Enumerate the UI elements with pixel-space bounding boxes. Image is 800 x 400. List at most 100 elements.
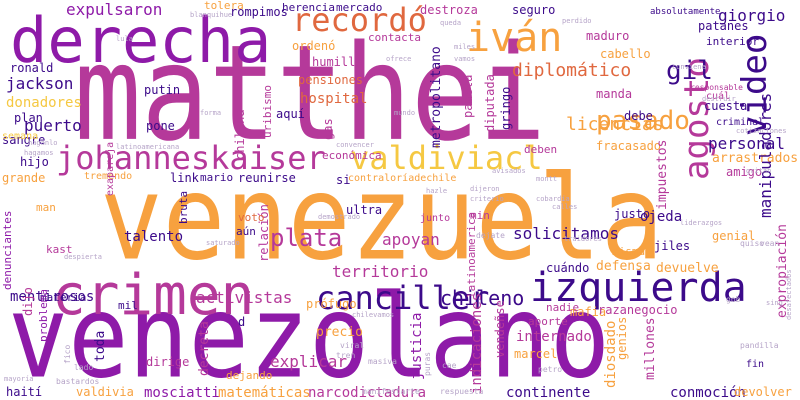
word-continente: continente: [506, 385, 591, 400]
word-patanes: patanes: [698, 19, 749, 33]
word-problema: problema: [37, 289, 50, 342]
word-bastardos: bastardos: [56, 377, 100, 386]
word-donadores: donadores: [6, 95, 82, 111]
word-conviene: conviene: [672, 63, 706, 71]
word-criminal: criminal: [716, 117, 765, 128]
word-calles: calles: [552, 203, 578, 211]
word-liderazgos: liderazgos: [680, 219, 723, 227]
word-viral: viral: [340, 341, 365, 350]
word-grande: grande: [2, 171, 46, 185]
word-dirige: dirige: [146, 355, 190, 369]
word-marcel: marcel: [514, 347, 558, 361]
word-licencias: licencias: [566, 114, 664, 135]
word-forma: forma: [200, 109, 222, 117]
word-queda: queda: [440, 19, 462, 27]
word-puerto: puerto: [24, 116, 82, 135]
word-expulsaron: expulsaron: [66, 0, 163, 19]
word-profugo: prófugo: [306, 297, 357, 311]
word-matthei: matthei: [74, 17, 547, 171]
word-perdido: perdido: [562, 17, 592, 25]
word-venezuela: venezuela: [100, 149, 664, 287]
word-dijeron: dijeron: [470, 185, 500, 193]
word-debe: debe: [624, 109, 653, 123]
word-saturado: saturado: [206, 239, 240, 247]
word-crimen: crimen: [52, 263, 255, 328]
word-gritan: gritan: [746, 167, 772, 175]
word-izquierda: izquierda: [530, 265, 747, 311]
word-ojeda: ojeda: [640, 209, 683, 225]
word-mayoria: mayoría: [4, 375, 34, 383]
word-dejando: dejando: [226, 369, 273, 382]
word-derecha: derecha: [10, 4, 272, 77]
word-haganlo: haganlo: [28, 139, 58, 147]
word-lula: lula: [116, 35, 133, 43]
word-traidores: traidores: [564, 235, 602, 243]
word-internado: internado: [516, 329, 592, 345]
word-diplomatico: diplomático: [512, 60, 632, 81]
word-cuesta: cuesta: [704, 99, 748, 113]
word-latinoamericana: latinoamericana: [116, 143, 180, 151]
word-pamela: pamela: [461, 74, 475, 118]
word-cuando: cuándo: [546, 261, 590, 275]
word-fracasado: fracasado: [596, 139, 662, 153]
word-pasado: pasado: [596, 106, 690, 136]
word-gringo: gringo: [499, 86, 513, 130]
word-avisados: avisados: [492, 167, 526, 175]
word-desafectados: desafectados: [785, 269, 793, 320]
word-chilevamos: chilevamos: [352, 311, 395, 319]
word-jiles: jiles: [654, 239, 691, 253]
word-seguro: seguro: [512, 3, 556, 17]
word-plan: plan: [14, 111, 43, 125]
word-tremendo: tremendo: [84, 171, 133, 182]
word-vean: vean: [760, 239, 780, 248]
word-millones: millones: [643, 317, 658, 380]
word-impuestos: impuestos: [655, 139, 670, 210]
word-mario: mario: [200, 171, 234, 184]
word-mafia: mafia: [570, 305, 607, 319]
word-tolera: tolera: [204, 0, 244, 12]
word-reunirse: reunirse: [238, 171, 296, 185]
word-despierta: despierta: [64, 253, 102, 261]
word-diputada: diputada: [483, 74, 497, 132]
word-personal: personal: [708, 134, 786, 153]
word-conmocion: conmoción: [670, 385, 746, 400]
word-haiti: haití: [6, 385, 43, 399]
word-min: min: [470, 209, 490, 222]
word-ivan: iván: [466, 15, 563, 61]
word-territorio: territorio: [332, 262, 429, 281]
word-ultra: ultra: [346, 203, 383, 217]
word-activistas: activistas: [196, 288, 293, 307]
word-rompimos: rompimos: [230, 5, 288, 19]
word-precio: precio: [316, 325, 363, 340]
word-amigo: amigo: [726, 165, 763, 179]
word-explicar: explicar: [270, 352, 348, 371]
word-link: link: [170, 171, 199, 185]
word-absolutamente: absolutamente: [650, 7, 721, 17]
word-petro: petro: [538, 365, 563, 374]
word-pensiones: pensiones: [298, 73, 364, 87]
word-defensa: defensa: [596, 259, 651, 274]
word-dijo: dijo: [21, 287, 35, 316]
word-putin: putin: [144, 83, 181, 97]
word-genios: genios: [615, 316, 629, 360]
word-interior: interior: [706, 35, 759, 48]
word-razanegocio: razanegocio: [598, 303, 678, 317]
word-aporte: aporte: [528, 315, 568, 328]
word-toda: toda: [93, 330, 108, 362]
word-destruir: destruir: [702, 95, 736, 103]
word-humilla: humilla: [312, 55, 363, 69]
word-si: si: [336, 173, 351, 187]
word-justo: justo: [614, 207, 651, 221]
word-manda: manda: [596, 87, 633, 101]
word-genial: genial: [712, 229, 756, 243]
word-matematicas: matemáticas: [218, 385, 311, 400]
word-respuesta: respuesta: [440, 387, 484, 396]
word-hazle: hazle: [426, 187, 448, 195]
word-puras: puras: [423, 351, 432, 376]
word-sing: sing: [766, 299, 783, 307]
word-indicaciones: indicaciones: [469, 292, 485, 394]
word-johanneskaiser: johanneskaiser: [56, 139, 326, 177]
word-semana: semana: [2, 131, 39, 142]
word-venezolano: venezolano: [8, 269, 611, 400]
